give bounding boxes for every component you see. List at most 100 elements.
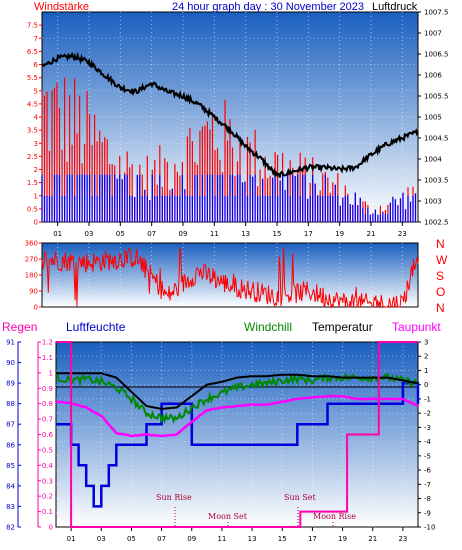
x-tick-label: 19 (335, 230, 344, 238)
wind-tick-label: 6.5 (27, 48, 38, 56)
pressure-axis-ticks: 1002.5 1003 1003.5 1004 1004.5 1005 1005.5 1006… (418, 9, 449, 227)
wind-tick-label: 4.5 (27, 100, 38, 108)
humidity-tick-label: 86 (6, 441, 15, 449)
moon-set-label: Moon Set (208, 512, 248, 521)
direction-tick-label: 270 (25, 256, 38, 264)
direction-compass-label: W (436, 253, 448, 267)
temperature-humidity-panel: Regen Luftfeuchte Windchill Temperatur T… (2, 320, 441, 543)
x-tick-label: 11 (210, 230, 219, 238)
humidity-tick-label: 85 (6, 462, 15, 470)
wind-pressure-panel: 00.511.522.533.544.555.566.577.5 1002.51… (27, 1, 449, 238)
bottom-x-ticks: 01 03 05 07 09 11 13 15 17 19 21 23 (67, 527, 407, 543)
rain-tick-label: 0.8 (42, 400, 53, 408)
pressure-tick-label: 1004.5 (424, 135, 449, 143)
pressure-axis-title: Luftdruck (372, 1, 418, 13)
pressure-tick-label: 1006.5 (424, 51, 449, 59)
x-tick-label: 05 (116, 230, 125, 238)
bottom-x-tick-label: 15 (278, 535, 287, 543)
dewpoint-legend: Taupunkt (392, 320, 441, 334)
rain-tick-label: 0.7 (42, 416, 53, 424)
dewpoint-line (55, 394, 418, 438)
bottom-x-tick-label: 11 (217, 535, 226, 543)
wind-tick-label: 5 (34, 87, 38, 95)
bottom-x-tick-label: 13 (248, 535, 257, 543)
x-tick-label: 17 (304, 230, 313, 238)
rain-tick-label: 1 (49, 369, 53, 377)
pressure-tick-label: 1007 (424, 30, 442, 38)
pressure-tick-label: 1005 (424, 114, 442, 122)
temperature-tick-label: -2 (424, 410, 431, 418)
bottom-x-tick-label: 19 (338, 535, 347, 543)
temperature-tick-label: -1 (424, 395, 431, 403)
pressure-tick-label: 1006 (424, 72, 442, 80)
wind-tick-label: 2 (34, 166, 38, 174)
humidity-line (56, 381, 420, 508)
x-tick-label: 13 (241, 230, 250, 238)
rain-tick-label: 0.3 (42, 477, 53, 485)
temperature-tick-label: -5 (424, 452, 431, 460)
direction-tick-label: 90 (29, 288, 38, 296)
temperature-legend: Temperatur (312, 320, 373, 334)
temperature-tick-label: -10 (424, 524, 435, 532)
rain-tick-label: 0 (49, 524, 53, 532)
rain-tick-label: 0.2 (42, 493, 53, 501)
chart-title: 24 hour graph day : 30 November 2023 (172, 1, 364, 13)
humidity-tick-label: 83 (6, 503, 15, 511)
pressure-tick-label: 1002.5 (424, 219, 449, 227)
rain-tick-label: 0.6 (42, 431, 54, 439)
rain-tick-label: 1.1 (42, 354, 53, 362)
wind-axis-ticks: 0 0.5 1 1.5 2 2.5 3 3.5 4 4.5 5 5.5 6 6.5 7 7.5 (27, 22, 42, 227)
rain-tick-label: 1.2 (42, 339, 53, 347)
temperature-tick-label: -8 (424, 495, 431, 503)
temperature-tick-label: -3 (424, 424, 431, 432)
temperature-tick-label: 0 (424, 381, 428, 389)
wind-direction-line (41, 247, 419, 309)
wind-tick-label: 7.5 (27, 22, 38, 30)
humidity-tick-label: 88 (6, 400, 15, 408)
wind-tick-label: 5.5 (27, 74, 38, 82)
direction-axis-ticks: 0 90 180 270 360 (25, 240, 42, 312)
temperature-tick-label: -6 (424, 467, 432, 475)
direction-compass-label: O (436, 285, 445, 299)
x-tick-label: 21 (367, 230, 376, 238)
wind-tick-label: 3.5 (27, 127, 38, 135)
direction-tick-label: 0 (34, 304, 38, 312)
pressure-tick-label: 1007.5 (424, 9, 449, 17)
bottom-x-tick-label: 21 (368, 535, 377, 543)
wind-tick-label: 3 (34, 140, 38, 148)
windchill-legend: Windchill (244, 320, 292, 334)
direction-tick-label: 360 (25, 240, 38, 248)
direction-compass-label: N (436, 237, 445, 251)
x-tick-label: 15 (273, 230, 282, 238)
bottom-x-tick-label: 23 (398, 535, 407, 543)
direction-compass-label: S (436, 269, 444, 283)
humidity-tick-label: 89 (6, 380, 15, 388)
humidity-tick-label: 87 (6, 421, 15, 429)
bottom-x-tick-label: 09 (187, 535, 196, 543)
humidity-axis-title: Luftfeuchte (66, 320, 126, 334)
moon-rise-label: Moon Rise (313, 512, 356, 521)
rain-tick-label: 0.1 (42, 508, 53, 516)
pressure-tick-label: 1005.5 (424, 93, 449, 101)
wind-speed-bars (41, 174, 417, 222)
bottom-x-tick-label: 07 (157, 535, 166, 543)
temperature-tick-label: -4 (424, 438, 432, 446)
sun-set-label: Sun Set (284, 493, 317, 502)
direction-compass-label: N (436, 301, 445, 315)
pressure-tick-label: 1004 (424, 156, 442, 164)
wind-tick-label: 1.5 (27, 179, 38, 187)
x-tick-label: 07 (147, 230, 156, 238)
bottom-x-tick-label: 05 (127, 535, 136, 543)
rain-tick-label: 0.4 (42, 462, 54, 470)
wind-axis-title: Windstärke (34, 1, 89, 13)
direction-tick-label: 180 (25, 272, 38, 280)
bottom-x-tick-label: 01 (67, 535, 76, 543)
temperature-tick-label: 2 (424, 353, 428, 361)
x-tick-label: 09 (179, 230, 188, 238)
x-tick-label: 23 (398, 230, 407, 238)
bottom-plot-background (55, 341, 419, 528)
bottom-x-tick-label: 03 (97, 535, 106, 543)
